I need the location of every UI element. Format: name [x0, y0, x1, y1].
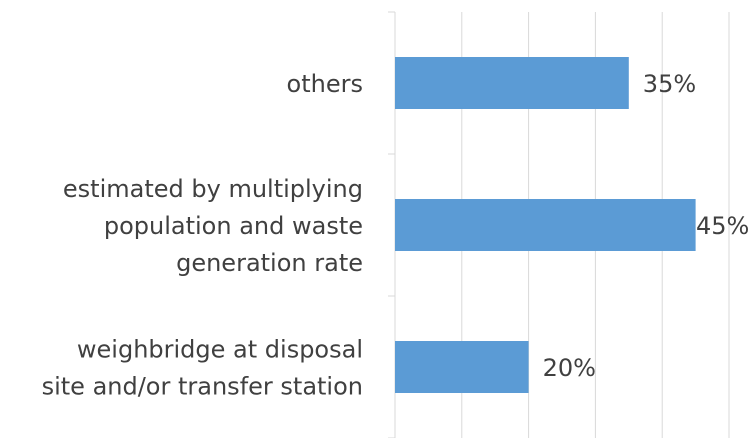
- y-tick-label: estimated by multiplying population and w…: [63, 175, 363, 277]
- bar: [395, 57, 629, 109]
- bar: [395, 341, 529, 393]
- bar: [395, 199, 696, 251]
- y-tick-label: others: [287, 70, 363, 98]
- data-label: 20%: [543, 354, 596, 382]
- data-label: 45%: [696, 212, 749, 240]
- y-tick-label: weighbridge at disposal site and/or trans…: [42, 336, 363, 401]
- data-label: 35%: [643, 70, 696, 98]
